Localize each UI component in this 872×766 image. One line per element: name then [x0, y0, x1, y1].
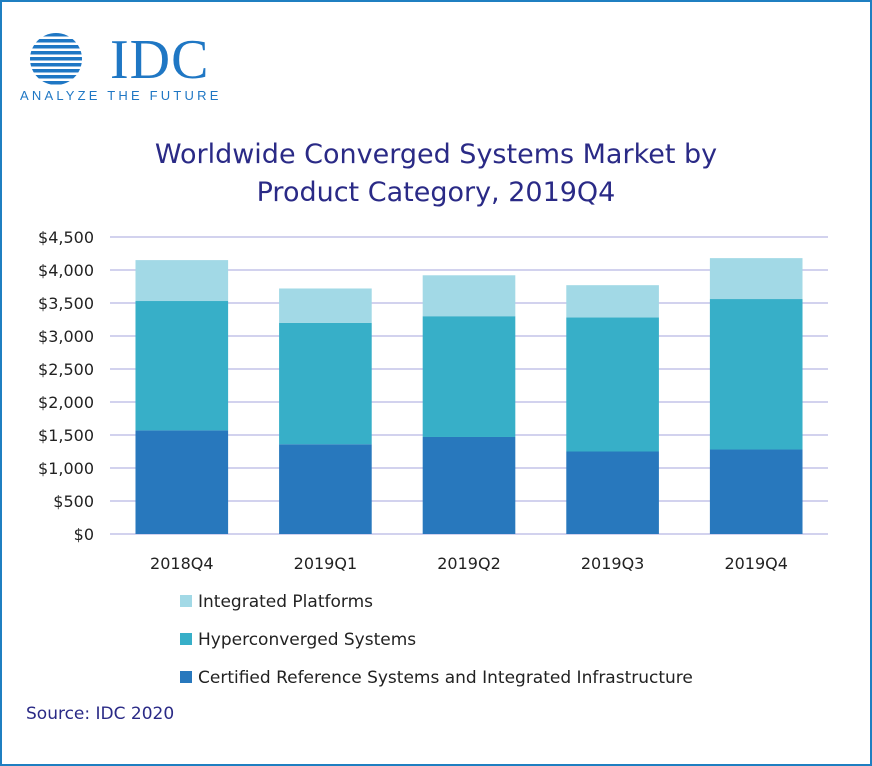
bar-segment [422, 275, 516, 317]
chart-title-line-2: Product Category, 2019Q4 [256, 177, 616, 208]
bar-segment [709, 449, 803, 534]
idc-logo: IDC ANALYZE THE FUTURE [18, 29, 218, 107]
bar-segment [135, 301, 229, 431]
chart-title-line-1: Worldwide Converged Systems Market by [154, 139, 718, 170]
bar-segment [566, 317, 659, 452]
y-tick-label: $3,000 [38, 327, 94, 346]
y-tick-label: $0 [74, 525, 94, 544]
bar-segment [709, 258, 803, 300]
bar-segment [279, 444, 372, 534]
bar-segment [135, 430, 229, 534]
chart-title: Worldwide Converged Systems Market by Pr… [2, 136, 870, 212]
globe-icon [30, 33, 82, 85]
bar-segment [279, 322, 372, 445]
bar-segment [566, 285, 659, 318]
y-tick-label: $4,000 [38, 261, 94, 280]
legend-item: Hyperconverged Systems [180, 630, 416, 650]
legend-swatch [180, 633, 192, 645]
x-tick-label: 2019Q1 [294, 554, 358, 573]
bar-segment [566, 451, 659, 534]
bar-segment [279, 288, 372, 323]
bar-segment [135, 260, 229, 302]
legend-item: Integrated Platforms [180, 592, 373, 612]
y-tick-label: $2,500 [38, 360, 94, 379]
y-tick-label: $3,500 [38, 294, 94, 313]
stacked-bar-chart: $0 $500 $1,000 $1,500 $2,000 $2,500 $3,000 $3,5… [38, 228, 828, 573]
legend-label: Integrated Platforms [198, 592, 373, 612]
y-tick-label: $4,500 [38, 228, 94, 247]
legend-label: Hyperconverged Systems [198, 630, 417, 650]
y-tick-label: $500 [53, 492, 94, 511]
source-note: Source: IDC 2020 [26, 704, 175, 724]
y-tick-label: $1,500 [38, 426, 94, 445]
x-tick-label: 2019Q4 [724, 554, 788, 573]
legend-swatch [180, 671, 192, 683]
bar-segment [422, 316, 516, 437]
x-tick-label: 2018Q4 [150, 554, 214, 573]
logo-tagline: ANALYZE THE FUTURE [20, 88, 222, 103]
bar-segment [709, 299, 803, 450]
legend-swatch [180, 595, 192, 607]
logo-wordmark: IDC [110, 29, 210, 91]
legend-label: Certified Reference Systems and Integrat… [198, 668, 693, 688]
x-tick-label: 2019Q3 [581, 554, 645, 573]
y-tick-label: $2,000 [38, 393, 94, 412]
legend-item: Certified Reference Systems and Integrat… [180, 668, 693, 688]
y-tick-label: $1,000 [38, 459, 94, 478]
x-tick-label: 2019Q2 [437, 554, 501, 573]
bar-segment [422, 436, 516, 534]
